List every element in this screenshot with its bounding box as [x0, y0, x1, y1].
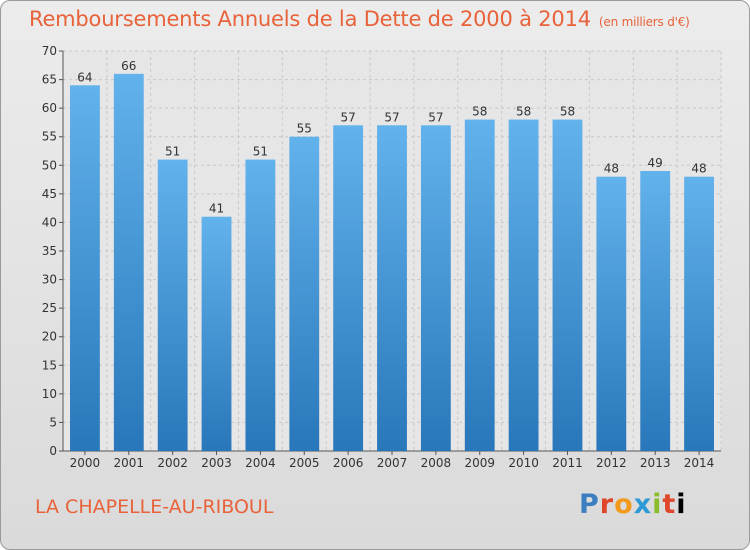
chart-unit: (en milliers d'€) [598, 15, 690, 29]
y-tick-label: 20 [42, 330, 57, 344]
y-tick-label: 15 [42, 358, 57, 372]
x-tick-label-2003: 2003 [201, 456, 232, 470]
data-label-2012: 48 [604, 162, 619, 176]
y-tick-label: 35 [42, 244, 57, 258]
x-tick-label-2004: 2004 [245, 456, 276, 470]
data-label-2000: 64 [77, 70, 92, 84]
bar-2004 [245, 159, 276, 452]
bar-2013 [640, 171, 671, 451]
data-label-2006: 57 [340, 110, 355, 124]
bar-2006 [333, 125, 364, 452]
y-tick-label: 55 [42, 130, 57, 144]
data-label-2008: 57 [428, 110, 443, 124]
data-label-2007: 57 [384, 110, 399, 124]
proxiti-logo: Proxiti [579, 489, 687, 520]
chart-title: Remboursements Annuels de la Dette de 20… [29, 7, 690, 31]
bar-2012 [596, 176, 627, 451]
bar-2010 [508, 119, 539, 452]
y-tick-label: 5 [49, 415, 57, 429]
y-tick-label: 70 [42, 44, 57, 58]
bar-2009 [464, 119, 495, 452]
x-tick-label-2013: 2013 [640, 456, 671, 470]
y-tick-label: 10 [42, 387, 57, 401]
x-tick-label-2011: 2011 [552, 456, 583, 470]
data-label-2009: 58 [472, 105, 487, 119]
x-tick-label-2002: 2002 [157, 456, 188, 470]
data-label-2001: 66 [121, 59, 136, 73]
bar-2000 [70, 85, 100, 452]
bar-2007 [377, 125, 407, 452]
x-tick-label-2000: 2000 [70, 456, 101, 470]
x-tick-label-2010: 2010 [508, 456, 539, 470]
data-label-2013: 49 [648, 156, 663, 170]
bar-2003 [201, 216, 232, 451]
data-label-2014: 48 [691, 162, 706, 176]
labels: 64 2000 66 2001 51 2002 41 2003 51 2004 55 2005 57 20… [70, 59, 715, 470]
y-tick-label: 65 [42, 73, 57, 87]
data-label-2011: 58 [560, 105, 575, 119]
bar-2001 [113, 73, 144, 451]
bar-2014 [684, 176, 714, 451]
y-tick-label: 60 [42, 101, 57, 115]
bar-2005 [289, 136, 320, 451]
x-tick-label-2007: 2007 [377, 456, 408, 470]
data-label-2005: 55 [297, 122, 312, 136]
x-tick-label-2006: 2006 [333, 456, 364, 470]
x-tick-label-2008: 2008 [421, 456, 452, 470]
data-label-2003: 41 [209, 202, 224, 216]
bars [70, 73, 714, 452]
bar-2002 [157, 159, 188, 452]
x-tick-label-2012: 2012 [596, 456, 627, 470]
bar-2011 [552, 119, 583, 452]
place-name: LA CHAPELLE-AU-RIBOUL [35, 496, 274, 518]
y-tick-label: 45 [42, 187, 57, 201]
y-tick-label: 50 [42, 158, 57, 172]
data-label-2002: 51 [165, 145, 180, 159]
y-tick-label: 40 [42, 215, 57, 229]
x-tick-label-2009: 2009 [464, 456, 495, 470]
x-tick-label-2014: 2014 [684, 456, 715, 470]
y-tick-label: 0 [49, 444, 57, 458]
bar-2008 [420, 125, 451, 452]
chart-title-text: Remboursements Annuels de la Dette de 20… [29, 7, 591, 31]
x-tick-label-2001: 2001 [114, 456, 145, 470]
x-tick-label-2005: 2005 [289, 456, 320, 470]
y-tick-label: 30 [42, 273, 57, 287]
data-label-2010: 58 [516, 105, 531, 119]
data-label-2004: 51 [253, 145, 268, 159]
y-tick-label: 25 [42, 301, 57, 315]
